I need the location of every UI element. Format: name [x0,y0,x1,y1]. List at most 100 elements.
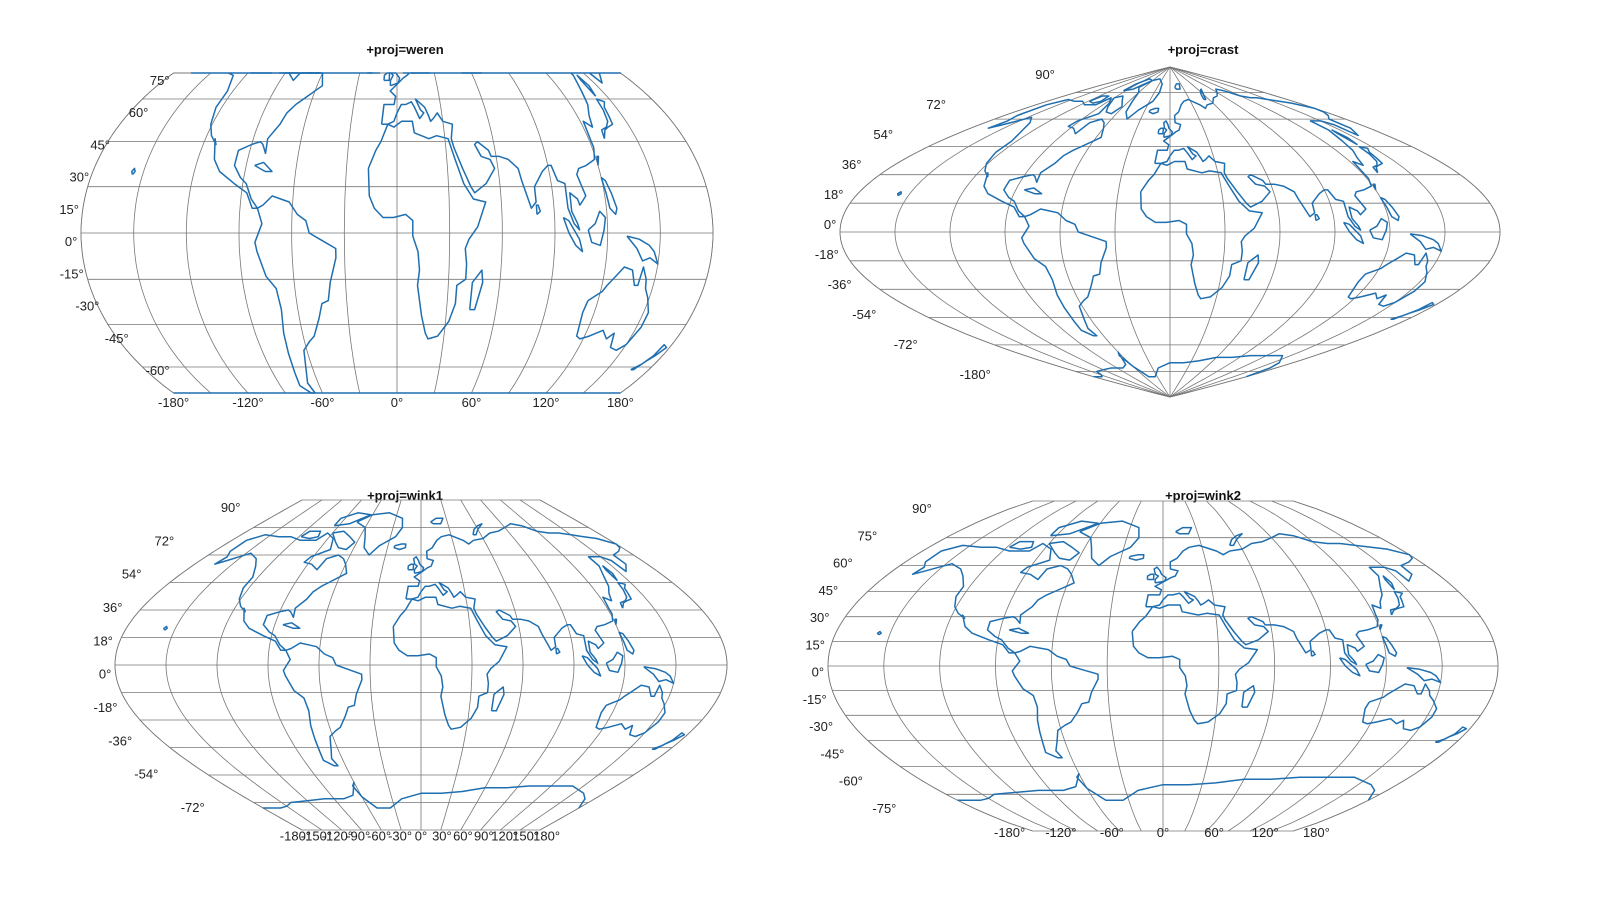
coastline-cuba [1009,627,1030,634]
latitude-label: 15° [59,202,79,217]
coastline-cuba [254,161,273,173]
coastline-ellesmere [333,512,372,527]
latitude-label: 45° [90,137,110,152]
coastline-greenland [356,512,404,556]
coastlines [163,512,686,809]
coastline-eurasia [380,72,622,231]
coastline-south-america [1020,208,1108,337]
map-panel-weren: +proj=weren 75° 60° 45° 30° 15° 0° -15° -30° -45… [59,42,714,410]
coastline-baffin [1048,540,1080,561]
coastline-sumatra [562,216,584,253]
latitude-label: -18° [94,700,118,715]
coastline-eurasia [405,523,627,664]
longitude-label: -180° [994,825,1025,840]
coastline-new-guinea [1409,233,1443,252]
map-outline [827,500,1499,832]
latitude-label: 15° [805,637,825,652]
longitude-label: -180° [280,828,311,843]
longitude-label: -90° [346,828,370,843]
coastline-new-zealand [630,343,668,371]
latitude-label: -15° [60,266,84,281]
longitude-label: -120° [322,828,353,843]
coastline-taiwan [1372,183,1377,191]
latitude-label: 60° [129,105,149,120]
coastline-greenland [1079,520,1140,567]
coastline-sri-lanka [535,204,542,215]
coastline-taiwan [614,618,618,625]
coastline-ellesmere [1049,520,1099,537]
coastline-great-britain [1163,120,1174,139]
longitude-label: 0° [415,828,427,843]
longitude-label: -120° [232,395,263,410]
coastline-australia [1347,252,1429,307]
coastline-south-america [254,195,337,394]
longitude-labels: -180° -120° -60° 0° 60° 120° 180° [158,395,634,410]
coastline-cuba [1024,187,1043,195]
latitude-label: -72° [181,800,205,815]
coastline-great-britain [388,72,401,87]
coastline-novaya-zemlya [1199,88,1207,101]
longitude-label: 120° [1252,825,1279,840]
longitude-label: -30° [388,828,412,843]
coastline-sakhalin [602,565,619,582]
longitude-label: 60° [1204,825,1224,840]
longitude-label: 180° [533,828,560,843]
longitude-label: 0° [1157,825,1169,840]
coastline-south-america [282,642,363,767]
coastline-south-america [1011,645,1099,759]
longitude-label: 90° [474,828,494,843]
longitude-labels: -180°-150°-120°-90°-60°-30° 0° 30° 60° 90°12… [280,828,560,843]
coastline-taiwan [596,155,600,166]
latitude-label: -18° [815,247,839,262]
longitude-label: 30° [432,828,452,843]
latitude-label: -15° [803,692,827,707]
coastline-novaya-zemlya [472,523,483,536]
coastline-sumatra [1342,221,1365,245]
coastline-victoria-island [1009,540,1035,550]
latitude-label: 90° [912,501,932,516]
coastline-new-zealand [1390,301,1435,321]
latitude-label: 72° [926,97,946,112]
coastline-iceland [1148,107,1160,115]
coastline-north-america [190,72,324,209]
coastline-sakhalin [576,74,597,97]
coastline-madagascar [1241,684,1256,708]
latitude-label: 0° [65,234,77,249]
panel-title: +proj=weren [366,42,443,57]
latitude-label: 30° [70,170,90,185]
coastline-philippines [600,176,618,216]
coastline-new-zealand [1434,726,1468,743]
panel-title: +proj=wink1 [367,488,443,503]
latitude-label: 0° [812,665,824,680]
coastline-africa [1131,604,1259,725]
latitude-label: -180° [960,367,991,382]
latitude-label: 54° [122,567,142,582]
coastline-great-britain [1153,566,1167,584]
coastline-cuba [282,622,301,630]
latitude-label: 90° [221,500,241,515]
coastline-africa [392,596,508,730]
latitude-labels: 90° 72° 54° 36° 18° 0° -18° -36° -54° -72° [93,500,240,815]
latitude-label: -36° [828,277,852,292]
coastline-taiwan [1379,624,1383,631]
coastline-eurasia [1154,88,1373,231]
latitude-label: -36° [108,733,132,748]
coastline-philippines [1381,635,1398,657]
latitude-label: 90° [1035,67,1055,82]
latitude-label: 75° [150,73,170,88]
longitude-label: 60° [462,395,482,410]
coastline-north-america [911,542,1075,654]
map-outline [114,499,728,831]
longitude-label: 180° [1303,825,1330,840]
coastline-madagascar [468,269,484,311]
coastline-japan [1358,145,1384,174]
coastline-baffin [1105,95,1124,115]
latitude-label: 36° [842,157,862,172]
coastline-ireland [383,72,391,82]
coastline-borneo [605,651,624,674]
latitude-labels: 90° 72° 54° 36° 18° 0° -18° -36°-54° -72° -180° [815,67,1055,382]
coastline-australia [575,266,650,352]
latitude-label: 30° [810,610,830,625]
latitude-label: 54° [873,127,893,142]
longitude-label: -120° [1045,825,1076,840]
